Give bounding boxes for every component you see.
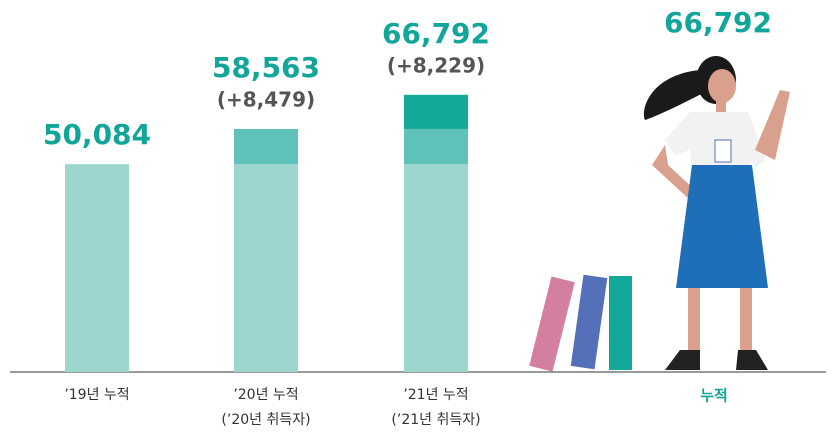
book [570, 274, 608, 370]
books [529, 274, 632, 372]
bar-segment [404, 94, 468, 129]
total-label: 50,084 [43, 118, 151, 151]
illustration [643, 56, 790, 370]
total-label: 66,792 [382, 17, 490, 50]
increment-label: (+8,229) [387, 53, 485, 77]
book [529, 276, 575, 372]
x-tick-label: ’20년 누적 [233, 387, 298, 403]
total-label: 58,563 [212, 51, 320, 84]
increment-label: (+8,479) [217, 87, 315, 111]
book [609, 276, 632, 370]
bar-segment [404, 128, 468, 165]
x-tick-label: ’19년 누적 [64, 387, 129, 403]
summary-label: 누적 [700, 387, 728, 405]
bar-segment [404, 164, 468, 372]
x-tick-label: ’21년 누적 [403, 387, 468, 403]
x-tick-sublabel: (’20년 취득자) [221, 412, 310, 428]
bar-segment [234, 164, 298, 372]
summary-value: 66,792 [664, 6, 772, 39]
bar-segment [234, 128, 298, 165]
x-tick-sublabel: (’21년 취득자) [391, 412, 480, 428]
bar-segment [65, 164, 129, 372]
